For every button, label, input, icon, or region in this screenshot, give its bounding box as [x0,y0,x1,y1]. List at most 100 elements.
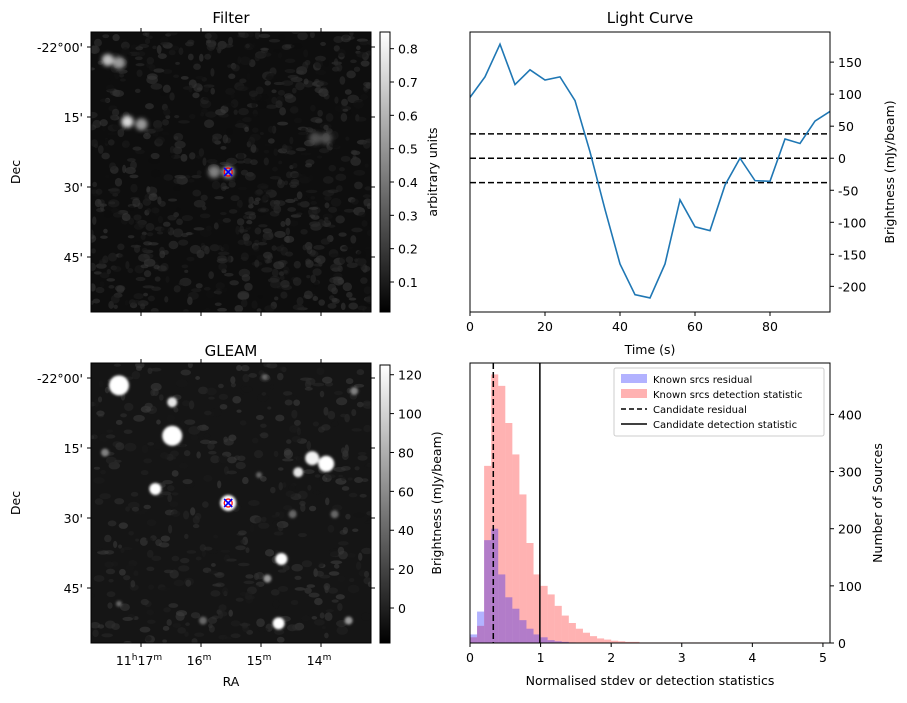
noise-speckle [208,451,216,455]
noise-speckle [226,158,237,165]
noise-speckle [326,113,334,122]
residual-bar [477,612,484,643]
noise-speckle [292,436,302,442]
noise-speckle [215,303,222,306]
noise-speckle [283,505,292,510]
noise-speckle [343,282,352,291]
noise-speckle [348,302,358,309]
noise-speckle [114,460,122,463]
noise-speckle [151,153,160,159]
noise-speckle [302,62,308,70]
noise-speckle [310,105,316,112]
noise-speckle [110,114,117,119]
noise-speckle [109,162,116,170]
noise-speckle [174,115,179,118]
noise-speckle [340,414,346,418]
noise-speckle [202,206,206,211]
noise-speckle [128,268,134,273]
noise-speckle [116,420,123,425]
noise-speckle [269,39,281,43]
noise-speckle [178,565,189,571]
noise-speckle [308,174,314,181]
noise-speckle [208,571,218,574]
noise-speckle [279,107,286,115]
noise-speckle [367,230,373,236]
noise-speckle [250,524,255,533]
noise-speckle [223,439,233,446]
noise-speckle [150,389,155,396]
noise-speckle [176,379,188,387]
noise-speckle [357,369,365,375]
residual-bar [512,609,519,643]
noise-speckle [180,558,190,563]
source-blob [262,374,268,380]
noise-speckle [264,189,272,192]
noise-speckle [349,30,353,36]
light-curve-xlabel: Time (s) [624,342,676,357]
noise-speckle [207,159,218,164]
noise-speckle [317,155,322,158]
noise-speckle [219,604,227,611]
noise-speckle [222,587,229,595]
noise-speckle [108,139,115,145]
noise-speckle [275,100,282,108]
noise-speckle [173,178,182,184]
noise-speckle [236,598,244,602]
noise-speckle [227,64,232,67]
noise-speckle [327,411,335,420]
noise-speckle [100,204,104,212]
source-blob [109,375,129,395]
x-tick-label: 5 [819,650,827,665]
noise-speckle [199,148,204,157]
noise-speckle [319,148,329,153]
noise-speckle [351,198,359,204]
noise-speckle [147,73,158,80]
noise-speckle [134,245,140,253]
noise-speckle [312,383,324,387]
noise-speckle [301,615,310,621]
noise-speckle [92,629,98,637]
y-tick-label: 50 [838,119,854,134]
noise-speckle [106,429,113,433]
noise-speckle [167,619,172,626]
noise-speckle [291,564,303,572]
noise-speckle [261,196,266,204]
noise-speckle [317,110,323,117]
noise-speckle [186,232,193,235]
noise-speckle [142,445,149,454]
noise-speckle [292,163,297,168]
noise-speckle [320,42,326,46]
noise-speckle [328,303,337,309]
noise-speckle [159,587,170,591]
noise-speckle [108,199,120,207]
noise-speckle [238,108,249,115]
noise-speckle [147,519,157,526]
noise-speckle [304,587,311,593]
noise-speckle [282,482,286,488]
noise-speckle [112,90,124,97]
noise-speckle [252,438,259,444]
source-blob [113,57,125,69]
noise-speckle [267,406,271,409]
noise-speckle [246,72,250,80]
noise-speckle [305,387,313,391]
noise-speckle [167,414,175,422]
noise-speckle [285,218,290,226]
noise-speckle [171,556,179,561]
noise-speckle [360,94,368,100]
noise-speckle [191,612,200,618]
noise-speckle [278,586,288,592]
y-tick-label: -150 [838,247,866,262]
noise-speckle [238,563,250,567]
x-tick-label: 2 [607,650,615,665]
noise-speckle [342,246,353,250]
noise-speckle [189,152,195,159]
noise-speckle [228,610,232,617]
noise-speckle [234,305,243,312]
noise-speckle [210,195,214,200]
legend-detection-label: Known srcs detection statistic [653,390,802,401]
y-tick-label: -50 [838,183,858,198]
noise-speckle [151,286,161,290]
noise-speckle [151,556,161,561]
noise-speckle [354,67,360,72]
